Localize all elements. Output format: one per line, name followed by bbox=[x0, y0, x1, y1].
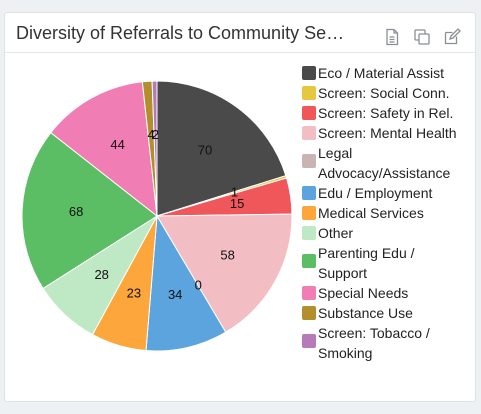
legend-item-edu-employment[interactable]: Edu / Employment bbox=[302, 185, 432, 201]
pie-slice-edu-employment[interactable] bbox=[145, 214, 227, 352]
slice-label-substance-use: 4 bbox=[148, 127, 155, 142]
slice-label-eco-material-assist: 70 bbox=[198, 143, 212, 158]
legend-label-legal-advocacy-assistance: Advocacy/Assistance bbox=[318, 165, 450, 181]
legend-label-edu-employment: Edu / Employment bbox=[318, 185, 432, 201]
slice-label-parenting-edu-support: 68 bbox=[69, 204, 83, 219]
copy-icon[interactable] bbox=[413, 28, 431, 46]
legend-item-eco-material-assist[interactable]: Eco / Material Assist bbox=[302, 65, 444, 81]
widget-header: Diversity of Referrals to Community Se… bbox=[5, 13, 475, 53]
widget-toolbar bbox=[383, 28, 461, 46]
pie-slice-special-needs[interactable] bbox=[50, 81, 158, 218]
slice-label-edu-employment: 34 bbox=[168, 287, 182, 302]
legend-swatch-parenting-edu-support bbox=[302, 254, 316, 268]
document-icon[interactable] bbox=[383, 28, 401, 46]
slice-label-screen-safety-in-rel: 15 bbox=[230, 196, 244, 211]
legend-label-screen-social-conn: Screen: Social Conn. bbox=[318, 85, 450, 101]
slice-label-special-needs: 44 bbox=[110, 137, 124, 152]
legend-label-eco-material-assist: Eco / Material Assist bbox=[318, 65, 444, 81]
slice-label-screen-mental-health: 58 bbox=[220, 248, 234, 263]
legend-swatch-eco-material-assist bbox=[302, 66, 316, 80]
pie-slice-parenting-edu-support[interactable] bbox=[21, 131, 158, 290]
edit-icon[interactable] bbox=[443, 28, 461, 46]
legend-item-screen-social-conn[interactable]: Screen: Social Conn. bbox=[302, 85, 450, 101]
legend-item-medical-services[interactable]: Medical Services bbox=[302, 205, 424, 221]
legend-swatch-medical-services bbox=[302, 206, 316, 220]
legend-swatch-special-needs bbox=[302, 286, 316, 300]
legend-label-legal-advocacy-assistance: Legal bbox=[318, 145, 352, 161]
slice-label-screen-tobacco-smoking: 2 bbox=[152, 127, 159, 142]
legend-item-other[interactable]: Other bbox=[302, 225, 353, 241]
legend-swatch-screen-safety-in-rel bbox=[302, 106, 316, 120]
legend-item-screen-safety-in-rel[interactable]: Screen: Safety in Rel. bbox=[302, 105, 453, 121]
legend-item-substance-use[interactable]: Substance Use bbox=[302, 305, 413, 321]
pie-slice-screen-mental-health[interactable] bbox=[156, 213, 293, 333]
legend-label-screen-tobacco-smoking: Screen: Tobacco / bbox=[318, 325, 430, 341]
legend-item-screen-tobacco-smoking[interactable]: Screen: Tobacco / Smoking bbox=[302, 325, 430, 361]
legend-label-parenting-edu-support: Parenting Edu / bbox=[318, 245, 415, 261]
slice-label-screen-social-conn: 1 bbox=[231, 185, 238, 200]
legend-label-screen-tobacco-smoking: Smoking bbox=[318, 345, 372, 361]
legend-item-screen-mental-health[interactable]: Screen: Mental Health bbox=[302, 125, 457, 141]
legend-label-parenting-edu-support: Support bbox=[318, 265, 367, 281]
legend-swatch-legal-advocacy-assistance bbox=[302, 154, 316, 168]
legend-label-medical-services: Medical Services bbox=[318, 205, 424, 221]
widget-title: Diversity of Referrals to Community Se… bbox=[16, 23, 345, 43]
legend-item-parenting-edu-support[interactable]: Parenting Edu / Support bbox=[302, 245, 415, 281]
legend-swatch-screen-tobacco-smoking bbox=[302, 334, 316, 348]
legend-swatch-screen-social-conn bbox=[302, 86, 316, 100]
legend-label-screen-safety-in-rel: Screen: Safety in Rel. bbox=[318, 105, 453, 121]
legend-label-substance-use: Substance Use bbox=[318, 305, 413, 321]
legend-swatch-edu-employment bbox=[302, 186, 316, 200]
slice-label-medical-services: 23 bbox=[127, 286, 141, 301]
legend-label-screen-mental-health: Screen: Mental Health bbox=[318, 125, 457, 141]
pie-slice-eco-material-assist[interactable] bbox=[156, 80, 287, 217]
pie-slice-screen-tobacco-smoking[interactable] bbox=[151, 80, 158, 217]
legend-label-other: Other bbox=[318, 225, 353, 241]
legend-item-legal-advocacy-assistance[interactable]: Legal Advocacy/Assistance bbox=[302, 145, 450, 181]
legend-item-special-needs[interactable]: Special Needs bbox=[302, 285, 408, 301]
legend-swatch-substance-use bbox=[302, 306, 316, 320]
slice-label-other: 28 bbox=[94, 267, 108, 282]
legend-swatch-other bbox=[302, 226, 316, 240]
legend-swatch-screen-mental-health bbox=[302, 126, 316, 140]
slice-label-legal-advocacy-assistance: 0 bbox=[195, 278, 202, 293]
legend-label-special-needs: Special Needs bbox=[318, 285, 408, 301]
